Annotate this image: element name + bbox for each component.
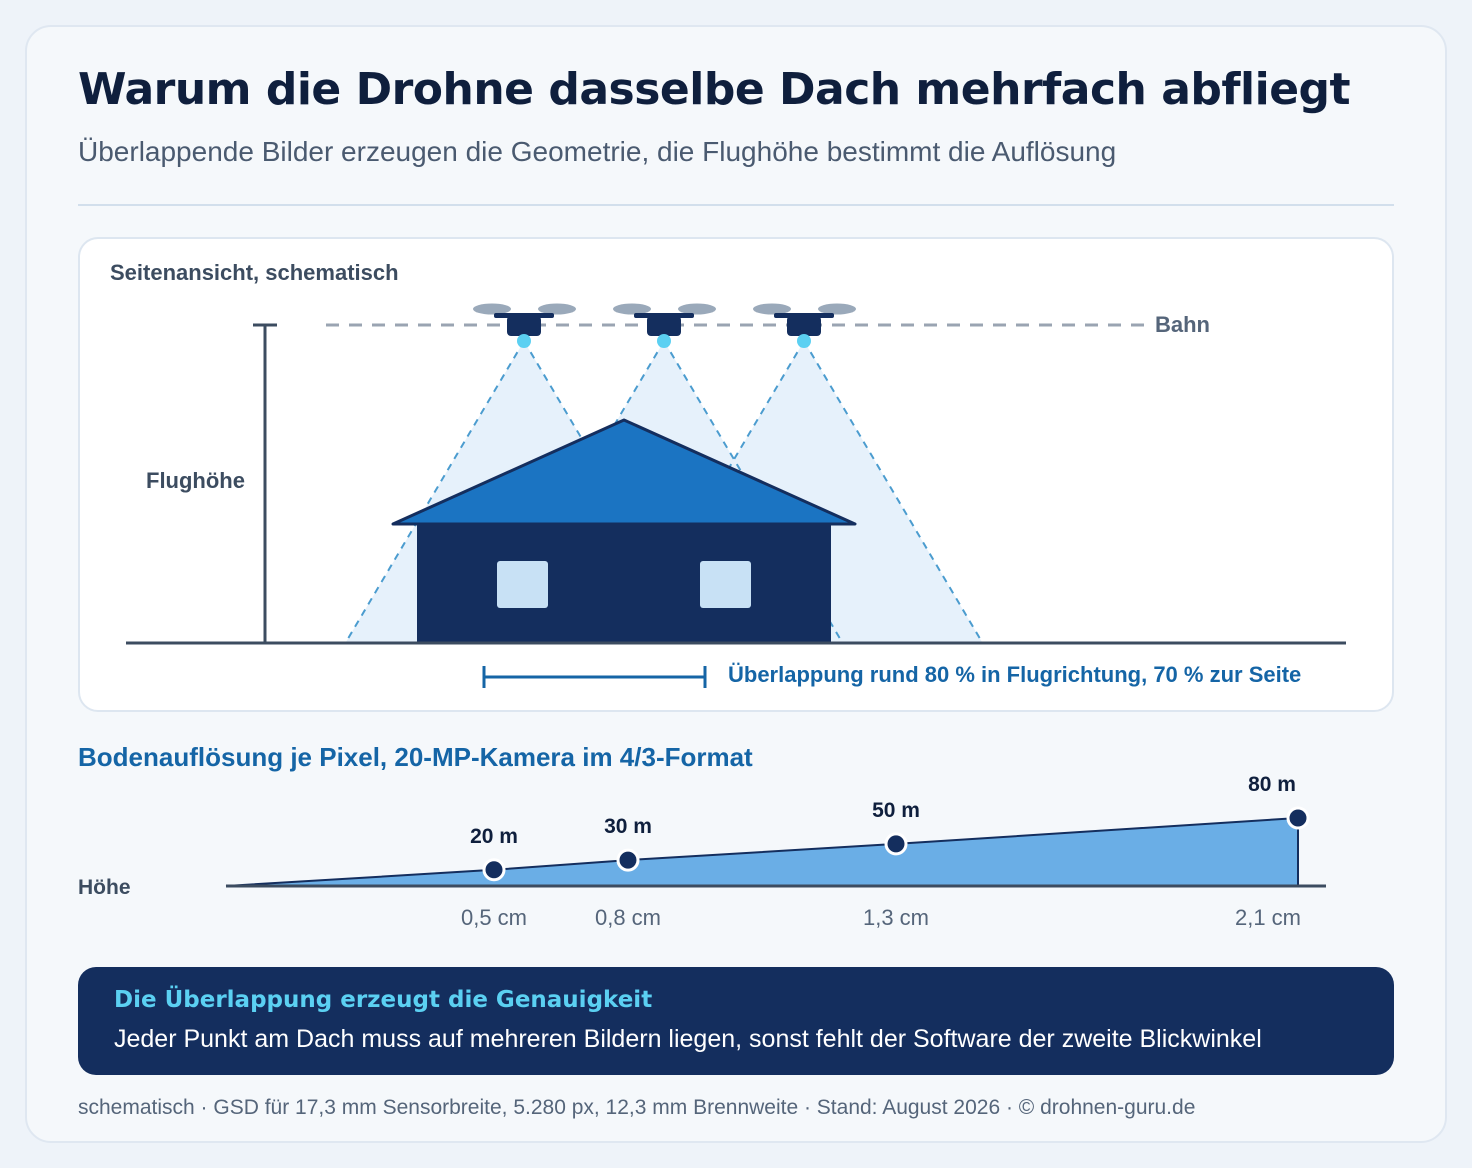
house-body xyxy=(417,520,831,643)
footer-source: schematisch · GSD für 17,3 mm Sensorbrei… xyxy=(78,1096,1196,1119)
cone-edge xyxy=(345,340,525,643)
flight-path-label: Bahn xyxy=(1155,312,1210,337)
flight-height-label: Flughöhe xyxy=(146,468,245,493)
drone-3-icon xyxy=(753,303,856,348)
gsd-value-label: 1,3 cm xyxy=(862,905,930,930)
callout-box xyxy=(78,967,1394,1075)
cone-edge xyxy=(803,340,983,643)
gsd-point xyxy=(482,858,506,882)
house-roof xyxy=(391,418,857,526)
altitude-label: 20 m xyxy=(470,824,518,848)
altitude-label: 80 m xyxy=(1248,772,1296,796)
drone-1-icon xyxy=(473,303,576,348)
gsd-point xyxy=(616,848,640,872)
gsd-point xyxy=(1286,806,1310,830)
altitude-label: 50 m xyxy=(872,798,920,822)
overlap-measure xyxy=(482,666,707,688)
gsd-value-label: 0,5 cm xyxy=(460,905,528,930)
callout-text: Jeder Punkt am Dach muss auf mehreren Bi… xyxy=(114,1025,1262,1053)
overlap-label: Überlappung rund 80 % in Flugrichtung, 7… xyxy=(728,662,1302,687)
altitude-label: 30 m xyxy=(604,815,652,839)
house-window-left xyxy=(497,561,548,608)
gsd-value-label: 2,1 cm xyxy=(1234,905,1302,930)
gsd-point xyxy=(884,832,908,856)
header-divider xyxy=(78,204,1394,206)
gsd-value-label: 0,8 cm xyxy=(594,905,662,930)
callout-title: Die Überlappung erzeugt die Genauigkeit xyxy=(114,987,653,1013)
gsd-chart-title: Bodenauflösung je Pixel, 20-MP-Kamera im… xyxy=(78,742,753,772)
side-view-label: Seitenansicht, schematisch xyxy=(110,260,399,285)
house-window-right xyxy=(700,561,751,608)
page-title: Warum die Drohne dasselbe Dach mehrfach … xyxy=(78,64,1351,115)
gsd-axis-label: Höhe xyxy=(78,876,131,899)
drone-2-icon xyxy=(613,303,716,348)
page-subtitle: Überlappende Bilder erzeugen die Geometr… xyxy=(78,136,1117,167)
